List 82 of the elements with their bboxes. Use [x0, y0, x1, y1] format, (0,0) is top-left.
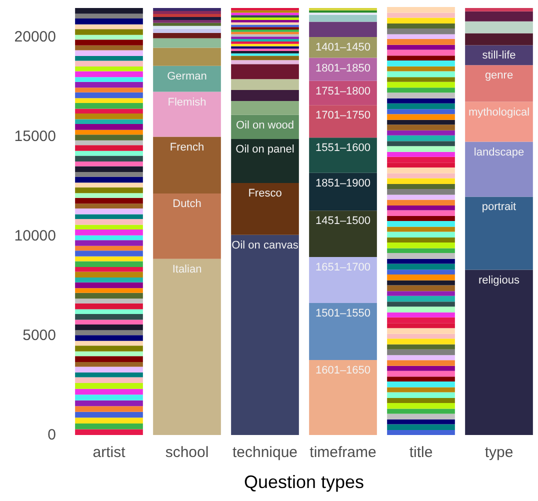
x-tick-label: type — [484, 444, 514, 461]
bar — [309, 105, 377, 138]
bar — [153, 16, 221, 20]
data-label: portrait — [482, 201, 516, 214]
data-label: 1601–1650 — [315, 364, 371, 376]
data-label: landscape — [474, 146, 524, 158]
data-label: Oil on canvas — [232, 239, 299, 252]
y-tick-label: 15000 — [14, 128, 56, 145]
bar — [309, 10, 377, 13]
data-label: Fresco — [248, 187, 282, 200]
data-label: French — [170, 141, 204, 154]
bar — [231, 182, 299, 235]
x-tick-label: timeframe — [310, 444, 376, 461]
y-tick-label: 0 — [48, 426, 56, 444]
x-tick-label: title — [409, 444, 433, 461]
bar — [309, 138, 377, 173]
bar — [231, 79, 299, 90]
data-label: genre — [484, 70, 514, 82]
x-tick-label: technique — [232, 444, 298, 461]
data-label: Oil on wood — [236, 119, 294, 132]
data-label: 1701–1750 — [315, 110, 371, 122]
bar — [465, 11, 533, 22]
data-label: religious — [478, 274, 520, 286]
bar — [153, 258, 221, 435]
bar — [309, 8, 377, 10]
data-label: 1801–1850 — [315, 62, 371, 74]
bar — [231, 100, 299, 115]
data-label: 1451–1500 — [315, 215, 371, 228]
data-label: mythological — [468, 106, 530, 118]
x-tick-label: school — [165, 444, 209, 461]
bar — [153, 14, 221, 17]
bar — [465, 8, 533, 12]
bar — [465, 33, 533, 46]
bar — [309, 172, 377, 211]
bar — [231, 56, 299, 60]
bar — [231, 234, 299, 435]
data-label: 1651–1700 — [315, 262, 371, 274]
bar — [309, 14, 377, 22]
bar — [465, 142, 533, 197]
bar — [309, 303, 377, 360]
bar — [465, 102, 533, 142]
data-label: German — [167, 70, 207, 82]
bar — [231, 60, 299, 64]
bar — [153, 92, 221, 137]
bar — [309, 210, 377, 258]
x-tick-label: artist — [92, 444, 126, 461]
y-tick-label: 20000 — [14, 28, 56, 46]
bar — [153, 28, 221, 33]
bar — [465, 21, 533, 34]
data-label: 1751–1800 — [315, 85, 371, 98]
bar — [153, 194, 221, 259]
data-label: 1401–1450 — [315, 42, 371, 54]
data-label: Dutch — [172, 198, 202, 210]
data-label: still-life — [482, 50, 516, 62]
bar — [153, 26, 221, 29]
bar — [465, 270, 533, 435]
x-axis-title: Question types — [244, 472, 364, 492]
data-label: Italian — [172, 263, 202, 276]
bar — [465, 196, 533, 270]
bar — [309, 22, 377, 38]
data-label: 1851–1900 — [315, 177, 371, 190]
data-label: Oil on panel — [236, 143, 294, 156]
bar — [231, 64, 299, 80]
bar — [153, 8, 221, 11]
bar — [153, 32, 221, 38]
bar — [153, 48, 221, 66]
bar — [231, 138, 299, 183]
bar — [231, 90, 299, 101]
data-label: 1551–1600 — [315, 142, 371, 154]
bar — [465, 45, 533, 66]
bar — [309, 257, 377, 304]
bar — [153, 10, 221, 14]
data-label: 1501–1550 — [315, 308, 371, 320]
bar — [153, 136, 221, 194]
data-label: Flemish — [168, 96, 206, 108]
bar — [465, 65, 533, 102]
bar — [153, 20, 221, 23]
bar — [153, 66, 221, 92]
bar — [153, 38, 221, 48]
y-tick-label: 10000 — [14, 227, 56, 244]
bar — [309, 360, 377, 435]
y-tick-label: 5000 — [22, 326, 56, 344]
